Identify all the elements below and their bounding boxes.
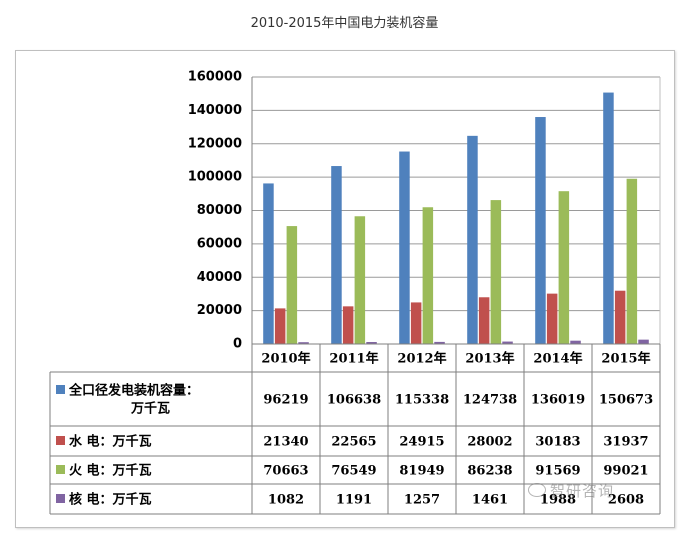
watermark-text: 智研咨询 [550,482,615,500]
y-tick-label: 140000 [188,103,242,118]
legend-label: 万千瓦 [130,401,170,417]
data-label: 1988 [540,493,576,508]
bar [399,151,410,344]
data-label: 115338 [395,393,449,408]
bar [490,200,502,344]
legend-key [56,385,65,394]
page-title: 2010-2015年中国电力装机容量 [250,16,439,31]
y-tick-label: 0 [233,337,242,352]
category-label: 2012年 [397,351,446,367]
category-label: 2014年 [533,351,582,367]
data-label: 136019 [531,393,585,408]
bar [331,166,342,344]
legend-key [56,494,65,503]
data-label: 1461 [472,493,508,508]
bar [478,297,490,344]
data-label: 70663 [263,464,308,479]
bar [603,92,614,345]
bar [298,342,309,344]
bar [434,341,445,344]
bar [502,341,513,344]
bar [614,290,626,344]
bar [342,306,354,344]
data-label: 22565 [331,435,376,450]
data-label: 1191 [336,493,372,508]
legend-key [56,436,65,445]
category-label: 2010年 [261,351,310,367]
legend-label: 水 电：万千瓦 [69,434,152,450]
data-label: 28002 [467,435,512,450]
bar [354,216,366,344]
y-tick-label: 80000 [197,203,242,218]
data-label: 91569 [535,464,580,479]
legend-key [56,465,65,474]
category-label: 2011年 [329,351,378,367]
data-label: 150673 [599,393,653,408]
y-tick-label: 120000 [188,136,242,151]
data-label: 2608 [608,493,644,508]
bar [410,302,422,344]
data-label: 31937 [603,435,648,450]
bar [638,339,649,344]
data-label: 76549 [331,464,376,479]
legend-label: 全口径发电装机容量： [68,383,199,399]
y-tick-label: 20000 [197,303,242,318]
data-label: 124738 [463,393,517,408]
bar [535,117,546,344]
legend-label: 火 电：万千瓦 [69,463,152,479]
bar [422,207,434,344]
bar [558,191,570,344]
data-label: 106638 [327,393,381,408]
data-label: 21340 [263,435,308,450]
bar [546,293,558,344]
data-label: 1082 [268,493,304,508]
data-label: 81949 [399,464,444,479]
legend-label: 核 电：万千瓦 [69,492,152,508]
watermark: 智研咨询 [528,480,614,501]
data-label: 30183 [535,435,580,450]
bar [286,226,298,344]
data-label: 99021 [603,464,648,479]
wechat-icon [528,483,546,497]
bar [366,342,377,344]
bar [467,135,478,344]
data-label: 24915 [399,435,444,450]
y-tick-label: 40000 [197,270,242,285]
y-tick-label: 60000 [197,236,242,251]
data-label: 86238 [467,464,512,479]
bar [570,340,581,344]
y-tick-label: 100000 [188,170,242,185]
bar [274,308,286,344]
y-tick-label: 160000 [188,70,242,85]
data-label: 96219 [263,393,308,408]
category-label: 2013年 [465,351,514,367]
bar [626,178,638,344]
category-label: 2015年 [601,351,650,367]
data-label: 1257 [404,493,440,508]
bar [263,183,274,344]
